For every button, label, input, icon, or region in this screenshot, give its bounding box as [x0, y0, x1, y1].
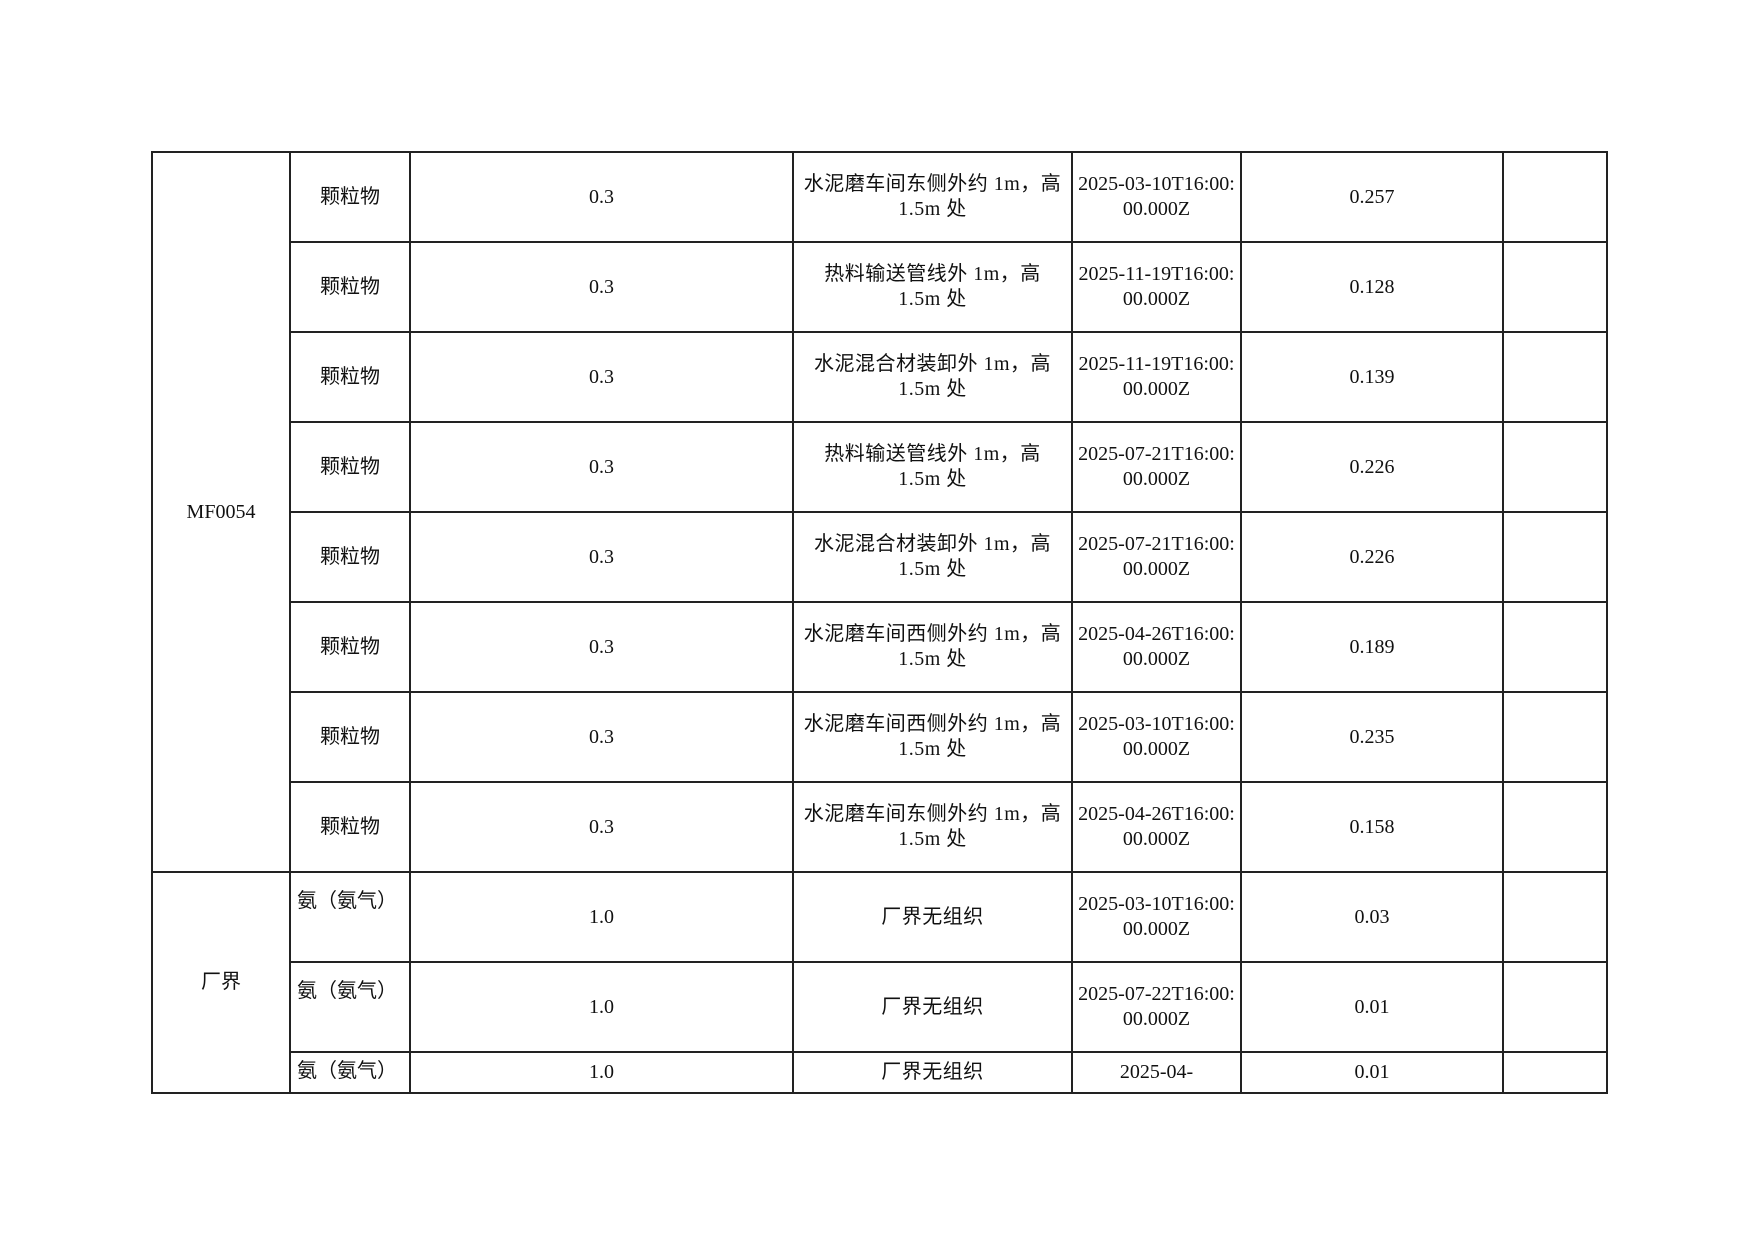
- limit-cell: 1.0: [409, 961, 794, 1053]
- time-cell: 2025-03-10T16:00:00.000Z: [1071, 691, 1242, 783]
- time-cell: 2025-03-10T16:00:00.000Z: [1071, 151, 1242, 243]
- pollutant-cell: 颗粒物: [289, 151, 411, 243]
- table-row: 氨（氨气） 1.0 厂界无组织 2025-04- 0.01: [152, 1051, 1608, 1094]
- location-cell: 水泥混合材装卸外 1m，高 1.5m 处: [792, 331, 1073, 423]
- time-cell: 2025-04-: [1071, 1051, 1242, 1094]
- note-cell: [1502, 961, 1608, 1053]
- value-cell: 0.235: [1240, 691, 1504, 783]
- pollutant-cell: 氨（氨气）: [289, 1051, 411, 1094]
- time-cell: 2025-04-26T16:00:00.000Z: [1071, 781, 1242, 873]
- location-cell: 热料输送管线外 1m，高 1.5m 处: [792, 241, 1073, 333]
- location-cell: 厂界无组织: [792, 961, 1073, 1053]
- time-cell: 2025-11-19T16:00:00.000Z: [1071, 241, 1242, 333]
- pollutant-cell: 颗粒物: [289, 511, 411, 603]
- limit-cell: 0.3: [409, 151, 794, 243]
- value-cell: 0.128: [1240, 241, 1504, 333]
- value-cell: 0.03: [1240, 871, 1504, 963]
- table-row: 颗粒物 0.3 水泥磨车间西侧外约 1m，高 1.5m 处 2025-03-10T16…: [152, 691, 1608, 783]
- note-cell: [1502, 511, 1608, 603]
- location-cell: 水泥混合材装卸外 1m，高 1.5m 处: [792, 511, 1073, 603]
- location-cell: 厂界无组织: [792, 871, 1073, 963]
- table-row: 颗粒物 0.3 水泥磨车间西侧外约 1m，高 1.5m 处 2025-04-26T16…: [152, 601, 1608, 693]
- limit-cell: 0.3: [409, 241, 794, 333]
- note-cell: [1502, 601, 1608, 693]
- time-cell: 2025-07-21T16:00:00.000Z: [1071, 421, 1242, 513]
- limit-cell: 0.3: [409, 691, 794, 783]
- note-cell: [1502, 421, 1608, 513]
- location-cell: 水泥磨车间东侧外约 1m，高 1.5m 处: [792, 781, 1073, 873]
- table-row: 氨（氨气） 1.0 厂界无组织 2025-07-22T16:00:00.000Z 0.0…: [152, 961, 1608, 1053]
- table-row: 颗粒物 0.3 水泥磨车间东侧外约 1m，高 1.5m 处 2025-04-26T16…: [152, 781, 1608, 873]
- value-cell: 0.139: [1240, 331, 1504, 423]
- note-cell: [1502, 241, 1608, 333]
- note-cell: [1502, 691, 1608, 783]
- limit-cell: 0.3: [409, 421, 794, 513]
- value-cell: 0.158: [1240, 781, 1504, 873]
- note-cell: [1502, 331, 1608, 423]
- time-cell: 2025-03-10T16:00:00.000Z: [1071, 871, 1242, 963]
- note-cell: [1502, 871, 1608, 963]
- pollutant-cell: 颗粒物: [289, 421, 411, 513]
- limit-cell: 0.3: [409, 511, 794, 603]
- time-cell: 2025-07-22T16:00:00.000Z: [1071, 961, 1242, 1053]
- value-cell: 0.226: [1240, 421, 1504, 513]
- monitoring-data-table: MF0054 颗粒物 0.3 水泥磨车间东侧外约 1m，高 1.5m 处 2025-03…: [151, 151, 1608, 1094]
- location-cell: 热料输送管线外 1m，高 1.5m 处: [792, 421, 1073, 513]
- location-cell: 水泥磨车间东侧外约 1m，高 1.5m 处: [792, 151, 1073, 243]
- note-cell: [1502, 781, 1608, 873]
- group-name-cell: 厂界: [151, 871, 291, 1094]
- time-cell: 2025-07-21T16:00:00.000Z: [1071, 511, 1242, 603]
- group-name-cell: MF0054: [151, 151, 291, 873]
- value-cell: 0.01: [1240, 961, 1504, 1053]
- limit-cell: 0.3: [409, 331, 794, 423]
- pollutant-cell: 颗粒物: [289, 691, 411, 783]
- note-cell: [1502, 151, 1608, 243]
- pollutant-cell: 颗粒物: [289, 781, 411, 873]
- time-cell: 2025-11-19T16:00:00.000Z: [1071, 331, 1242, 423]
- limit-cell: 1.0: [409, 871, 794, 963]
- pollutant-cell: 颗粒物: [289, 601, 411, 693]
- table-row: MF0054 颗粒物 0.3 水泥磨车间东侧外约 1m，高 1.5m 处 2025-03…: [151, 151, 1608, 873]
- pollutant-cell: 颗粒物: [289, 331, 411, 423]
- time-cell: 2025-04-26T16:00:00.000Z: [1071, 601, 1242, 693]
- value-cell: 0.226: [1240, 511, 1504, 603]
- limit-cell: 0.3: [409, 781, 794, 873]
- value-cell: 0.189: [1240, 601, 1504, 693]
- table-row: 颗粒物 0.3 热料输送管线外 1m，高 1.5m 处 2025-07-21T16:0…: [152, 421, 1608, 513]
- pollutant-cell: 氨（氨气）: [289, 871, 411, 963]
- location-cell: 水泥磨车间西侧外约 1m，高 1.5m 处: [792, 691, 1073, 783]
- location-cell: 水泥磨车间西侧外约 1m，高 1.5m 处: [792, 601, 1073, 693]
- location-cell: 厂界无组织: [792, 1051, 1073, 1094]
- value-cell: 0.257: [1240, 151, 1504, 243]
- value-cell: 0.01: [1240, 1051, 1504, 1094]
- table-body: MF0054 颗粒物 0.3 水泥磨车间东侧外约 1m，高 1.5m 处 2025-03…: [151, 151, 1608, 1094]
- table-row: 颗粒物 0.3 水泥混合材装卸外 1m，高 1.5m 处 2025-11-19T16:…: [152, 331, 1608, 423]
- limit-cell: 0.3: [409, 601, 794, 693]
- table-row: 颗粒物 0.3 水泥混合材装卸外 1m，高 1.5m 处 2025-07-21T16:…: [152, 511, 1608, 603]
- note-cell: [1502, 1051, 1608, 1094]
- pollutant-cell: 颗粒物: [289, 241, 411, 333]
- table-row: 厂界 氨（氨气） 1.0 厂界无组织 2025-03-10T16:00:00.000Z 0…: [151, 871, 1608, 1094]
- table-row: 颗粒物 0.3 热料输送管线外 1m，高 1.5m 处 2025-11-19T16:0…: [152, 241, 1608, 333]
- pollutant-cell: 氨（氨气）: [289, 961, 411, 1053]
- limit-cell: 1.0: [409, 1051, 794, 1094]
